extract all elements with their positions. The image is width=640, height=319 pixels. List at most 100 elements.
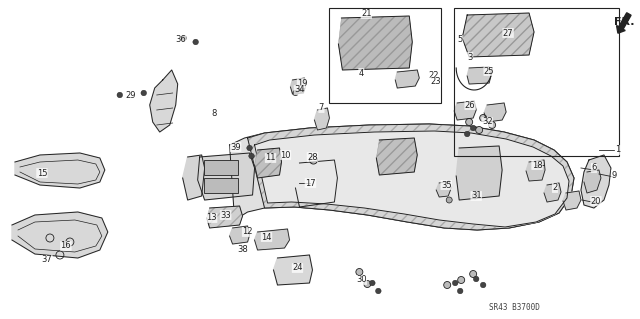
Text: 29: 29	[125, 91, 136, 100]
Circle shape	[369, 280, 375, 286]
Polygon shape	[182, 155, 205, 200]
Text: 35: 35	[441, 181, 452, 189]
Polygon shape	[291, 78, 305, 94]
Circle shape	[465, 131, 470, 137]
Circle shape	[376, 288, 381, 294]
Text: 16: 16	[61, 241, 71, 250]
Bar	[204, 178, 237, 193]
Text: 8: 8	[211, 109, 216, 118]
Circle shape	[481, 282, 486, 288]
Polygon shape	[456, 146, 502, 200]
Text: FR.: FR.	[614, 17, 634, 27]
Circle shape	[476, 127, 483, 133]
Bar	[330, 8, 441, 103]
Text: 6: 6	[591, 164, 596, 173]
Text: 27: 27	[503, 28, 513, 38]
Text: 23: 23	[430, 78, 440, 86]
Polygon shape	[454, 101, 476, 120]
Text: 7: 7	[319, 103, 324, 113]
Polygon shape	[526, 160, 545, 181]
Polygon shape	[12, 212, 108, 258]
Text: 37: 37	[42, 256, 52, 264]
Text: SR43 B3700D: SR43 B3700D	[489, 303, 540, 313]
Text: 32: 32	[482, 117, 492, 127]
Circle shape	[446, 197, 452, 203]
Circle shape	[193, 39, 198, 45]
Circle shape	[470, 125, 476, 131]
FancyArrow shape	[616, 13, 631, 33]
Text: 12: 12	[243, 227, 253, 236]
Text: 34: 34	[294, 85, 305, 94]
Text: 33: 33	[220, 211, 231, 219]
Text: 4: 4	[359, 69, 364, 78]
Text: 13: 13	[206, 213, 217, 222]
Polygon shape	[248, 124, 574, 230]
Polygon shape	[198, 153, 255, 200]
Circle shape	[249, 153, 254, 159]
Text: 9: 9	[611, 170, 616, 180]
Text: 22: 22	[428, 70, 438, 79]
Text: 26: 26	[465, 100, 476, 109]
Polygon shape	[584, 170, 601, 193]
Polygon shape	[563, 191, 581, 210]
Polygon shape	[396, 70, 419, 88]
Polygon shape	[230, 226, 250, 244]
Text: 18: 18	[532, 160, 542, 169]
Text: 11: 11	[265, 153, 276, 162]
Circle shape	[141, 90, 147, 96]
Text: 1: 1	[615, 145, 621, 154]
Circle shape	[488, 122, 495, 129]
Polygon shape	[255, 131, 569, 227]
Circle shape	[466, 118, 473, 125]
Text: 25: 25	[484, 66, 494, 76]
Text: 24: 24	[292, 263, 303, 272]
Text: 17: 17	[305, 179, 316, 188]
Text: 36: 36	[175, 35, 186, 44]
Bar	[454, 8, 619, 156]
Text: 39: 39	[230, 143, 241, 152]
Polygon shape	[150, 70, 178, 132]
Text: 14: 14	[261, 233, 272, 241]
Polygon shape	[339, 16, 412, 70]
Circle shape	[474, 276, 479, 282]
Text: 38: 38	[237, 246, 248, 255]
Text: 2: 2	[552, 183, 557, 192]
Circle shape	[472, 193, 478, 199]
Text: 31: 31	[471, 191, 481, 201]
Polygon shape	[484, 103, 506, 122]
Circle shape	[479, 115, 486, 122]
Bar	[204, 160, 237, 175]
Circle shape	[470, 271, 477, 278]
Circle shape	[458, 288, 463, 294]
Text: 28: 28	[307, 152, 318, 161]
Polygon shape	[255, 229, 289, 250]
Circle shape	[452, 280, 458, 286]
Polygon shape	[273, 255, 312, 285]
Text: 20: 20	[591, 197, 601, 205]
Polygon shape	[436, 181, 451, 197]
Polygon shape	[230, 124, 574, 230]
Circle shape	[181, 35, 186, 41]
Text: 19: 19	[297, 78, 308, 87]
Text: 15: 15	[36, 168, 47, 177]
Circle shape	[364, 280, 371, 287]
Circle shape	[444, 281, 451, 288]
Text: 3: 3	[467, 53, 473, 62]
Text: 10: 10	[280, 151, 291, 160]
Polygon shape	[314, 108, 330, 130]
Polygon shape	[255, 148, 282, 178]
Polygon shape	[467, 67, 491, 84]
Circle shape	[117, 92, 123, 98]
Polygon shape	[581, 155, 611, 208]
Text: 5: 5	[458, 35, 463, 44]
Polygon shape	[15, 153, 105, 188]
Text: 21: 21	[361, 10, 372, 19]
Polygon shape	[462, 13, 534, 57]
Polygon shape	[544, 183, 561, 202]
Text: 30: 30	[356, 276, 367, 285]
Circle shape	[299, 87, 304, 93]
Polygon shape	[376, 138, 417, 175]
Polygon shape	[296, 160, 337, 207]
Polygon shape	[207, 206, 243, 228]
Circle shape	[458, 277, 465, 284]
